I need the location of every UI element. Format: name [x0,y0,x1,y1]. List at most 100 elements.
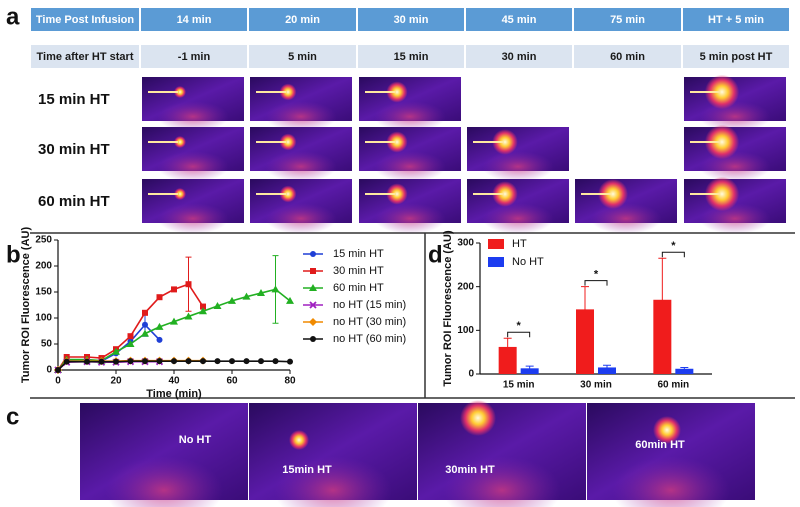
data-point [200,358,206,365]
data-point [112,347,120,355]
thermal-hotspot [289,430,309,450]
legend-label: no HT (60 min) [333,333,406,345]
image-label: 30min HT [445,464,495,476]
thermal-hotspot [704,124,740,160]
significance-bracket [661,251,685,258]
legend-marker [310,268,316,274]
image-label: 60min HT [635,439,685,451]
significance-label: * [517,320,522,332]
legend-label: 15 min HT [333,248,384,260]
error-bar [503,337,512,357]
data-point [63,358,70,365]
x-axis-label: Time (min) [146,388,202,400]
x-tick-label: 20 [110,376,122,387]
y-tick-label: 200 [457,281,474,292]
data-point [243,358,250,365]
data-point [287,358,293,365]
data-point [200,303,206,310]
thermal-tissue [443,456,561,507]
thermal-tissue [699,151,771,183]
panel-label: d [428,241,443,268]
data-point [142,358,148,365]
y-axis-label: Tumor ROI Fluorescence (AU) [20,227,32,384]
subheader-text: 30 min [502,51,537,63]
panel-label: a [6,3,20,30]
header-text: 45 min [502,14,537,26]
error-bar [658,257,667,342]
legend-swatch [488,257,504,267]
subheader-cell [31,45,139,68]
data-point [229,358,235,365]
bar [498,346,517,374]
error-bar [680,366,689,371]
subheader-cell [249,45,356,68]
significance-bracket [507,331,531,338]
bar [576,309,594,374]
error-bar [525,365,534,372]
data-point [242,292,251,300]
y-tick-label: 100 [35,313,52,324]
header-cell [31,8,139,31]
data-point [98,358,105,365]
significance-label: * [671,240,676,252]
image-label: No HT [179,434,212,446]
thermal-tissue [374,151,446,183]
subheader-cell [466,45,572,68]
data-point [156,294,163,301]
header-cell [466,8,572,31]
subheader-text: 5 min post HT [700,51,773,63]
thermal-tissue [157,151,229,183]
thermal-hotspot [174,136,186,148]
header-cell [574,8,681,31]
data-point [228,296,236,304]
legend-marker [310,251,316,257]
thermal-hotspot [460,400,496,436]
panel-label: b [6,241,21,268]
data-point [127,333,134,340]
data-point [213,302,222,310]
thermal-hotspot [279,133,297,151]
significance-bracket [584,280,608,286]
image-label: 15min HT [282,464,332,476]
data-point [185,358,192,365]
legend-marker [309,284,317,291]
thermal-hotspot [279,185,297,203]
row-label: 15 min HT [38,91,110,108]
bar [520,368,539,374]
subheader-cell [358,45,464,68]
data-point [214,358,221,365]
data-point [55,367,61,373]
thermal-tissue [482,151,554,183]
legend-marker [309,301,317,309]
header-text: 75 min [610,14,645,26]
data-point [272,358,279,365]
x-tick-label: 15 min [503,380,535,391]
thermal-hotspot [386,183,408,205]
data-point [184,312,193,320]
legend-label: no HT (15 min) [333,299,406,311]
legend-label: No HT [512,256,544,268]
legend-label: 30 min HT [333,265,384,277]
thermal-tissue [374,203,446,235]
thermal-hotspot [704,176,740,212]
subheader-cell [683,45,789,68]
y-tick-label: 200 [35,261,52,272]
legend-marker [310,336,316,342]
subheader-text: -1 min [178,51,211,63]
thermal-hotspot [598,179,628,209]
legend-swatch [488,239,504,249]
data-point [258,358,264,365]
header-text: 30 min [394,14,429,26]
subheader-cell [574,45,681,68]
data-point [185,281,192,288]
x-tick-label: 60 min [657,380,689,391]
data-point [257,289,265,297]
thermal-tissue [157,203,229,235]
header-text: 14 min [177,14,212,26]
thermal-tissue [265,101,337,132]
error-bar [581,286,589,333]
thermal-tissue [590,203,662,235]
x-tick-label: 30 min [580,380,612,391]
legend-label: no HT (30 min) [333,316,406,328]
